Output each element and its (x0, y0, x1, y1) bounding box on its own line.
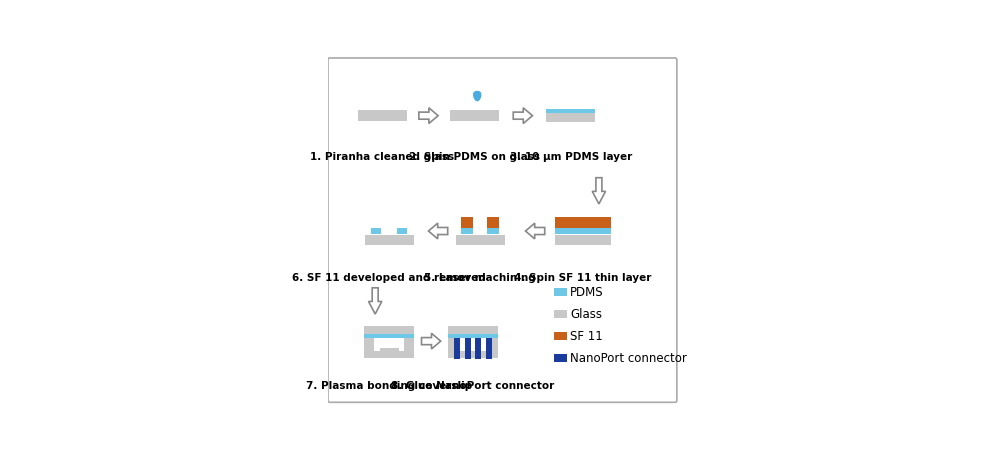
Polygon shape (474, 92, 481, 101)
Bar (554, 288, 567, 296)
Bar (365, 235, 414, 245)
Bar (475, 338, 482, 359)
Bar (358, 110, 407, 121)
Bar (404, 338, 415, 355)
Bar (555, 235, 611, 245)
Text: 1. Piranha cleaned glass: 1. Piranha cleaned glass (310, 153, 454, 163)
Bar (461, 217, 473, 227)
Polygon shape (513, 108, 533, 123)
Bar (372, 228, 381, 234)
FancyBboxPatch shape (328, 58, 677, 402)
Text: 4. Spin SF 11 thin layer: 4. Spin SF 11 thin layer (514, 273, 651, 283)
Bar (465, 338, 471, 359)
Polygon shape (593, 178, 605, 204)
Bar (546, 109, 595, 113)
Bar (454, 338, 460, 359)
Bar (555, 228, 611, 234)
Bar (364, 333, 415, 338)
Text: 8. Glue NanoPort connector: 8. Glue NanoPort connector (391, 381, 554, 391)
Bar (397, 228, 407, 234)
Text: 3. 10 μm PDMS layer: 3. 10 μm PDMS layer (510, 153, 632, 163)
Text: Glass: Glass (570, 308, 602, 321)
Bar (447, 326, 498, 334)
Bar (546, 113, 595, 122)
Polygon shape (526, 223, 544, 239)
Bar (447, 351, 498, 358)
Text: PDMS: PDMS (570, 286, 604, 299)
Bar (461, 228, 473, 234)
Bar (486, 338, 491, 359)
Text: 2. Spin PDMS on glass: 2. Spin PDMS on glass (409, 153, 541, 163)
Bar (554, 355, 567, 362)
Bar (364, 351, 415, 358)
Bar (554, 311, 567, 318)
Bar (488, 338, 498, 355)
Text: SF 11: SF 11 (570, 330, 603, 343)
Polygon shape (422, 333, 440, 349)
Text: 5. Laser machining: 5. Laser machining (424, 273, 536, 283)
Text: NanoPort connector: NanoPort connector (570, 352, 687, 365)
Bar (555, 217, 611, 227)
Bar (450, 110, 499, 121)
Text: 7. Plasma bonding coverslip: 7. Plasma bonding coverslip (306, 381, 472, 391)
Bar (447, 338, 458, 355)
Bar (380, 348, 398, 351)
Bar (488, 228, 498, 234)
Polygon shape (429, 223, 447, 239)
Bar (488, 217, 498, 227)
Polygon shape (419, 108, 439, 123)
Bar (554, 332, 567, 340)
Bar (447, 333, 498, 338)
Bar (455, 235, 504, 245)
Bar (364, 338, 375, 355)
Polygon shape (369, 288, 382, 314)
Bar (364, 326, 415, 334)
Text: 6. SF 11 developed and removed: 6. SF 11 developed and removed (292, 273, 486, 283)
